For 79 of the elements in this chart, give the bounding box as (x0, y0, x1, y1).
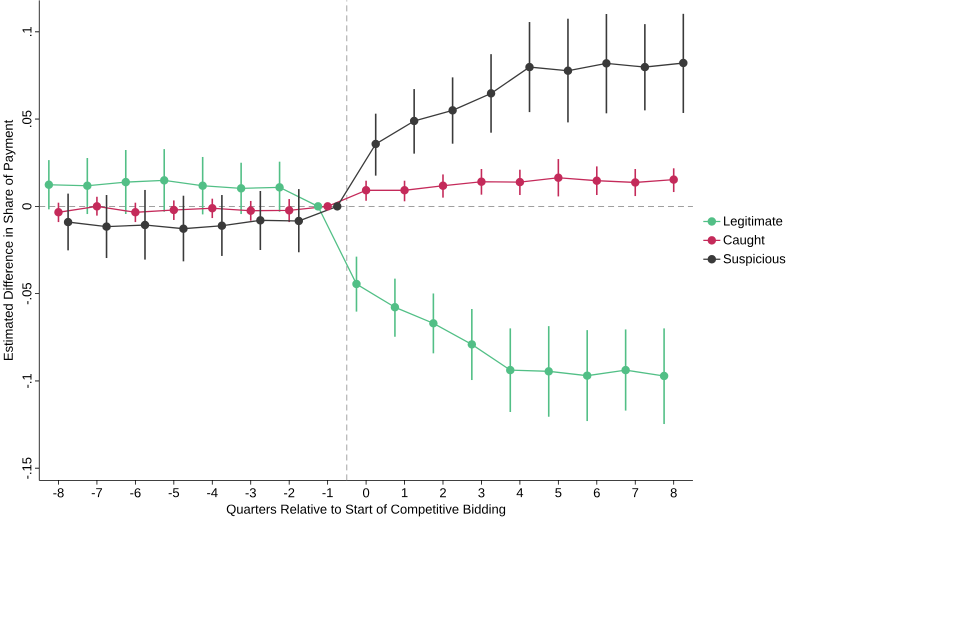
x-tick-label: 1 (402, 488, 408, 498)
point (429, 319, 438, 328)
x-tick-label: -1 (322, 488, 333, 498)
point (506, 366, 515, 375)
point (218, 222, 226, 230)
point (602, 59, 611, 68)
x-tick-label: -6 (130, 488, 141, 498)
point (314, 202, 322, 211)
point (83, 182, 92, 190)
x-tick-label: -2 (284, 488, 294, 498)
x-tick-label: 5 (555, 488, 562, 498)
y-tick-label: .1 (22, 27, 32, 36)
x-tick-label: 6 (594, 488, 600, 498)
point (582, 372, 592, 380)
legend-label: Suspicious (724, 254, 786, 266)
y-tick-label: .05 (22, 110, 32, 128)
x-tick-label: 0 (362, 488, 370, 498)
point (410, 116, 418, 126)
point (669, 176, 678, 184)
x-tick-label: 7 (632, 488, 638, 498)
point (256, 216, 265, 225)
point (102, 222, 111, 232)
point (448, 106, 457, 115)
x-tick-label: 8 (670, 488, 677, 498)
point (400, 186, 409, 195)
legend-label: Legitimate (724, 216, 782, 228)
point (679, 59, 688, 68)
point (54, 208, 63, 217)
legend-label: Caught (724, 235, 765, 248)
point (438, 182, 448, 190)
point (92, 202, 102, 211)
point (170, 206, 178, 214)
point (477, 178, 486, 186)
y-tick-label: 0 (22, 203, 32, 210)
point (486, 89, 496, 98)
point (352, 280, 361, 288)
point (554, 174, 563, 182)
point (179, 224, 188, 234)
point (660, 372, 668, 380)
point (131, 208, 140, 217)
point (564, 66, 572, 76)
point (516, 178, 524, 187)
point (246, 206, 255, 216)
point (592, 176, 602, 186)
point (640, 63, 650, 72)
point (362, 186, 370, 195)
point (323, 202, 332, 211)
point (631, 178, 640, 187)
point (333, 202, 342, 211)
point (236, 184, 246, 193)
point (160, 176, 168, 185)
point (468, 340, 476, 349)
x-tick-label: -3 (246, 488, 256, 498)
point (208, 204, 217, 213)
point (371, 140, 380, 149)
x-tick-label: 4 (516, 488, 524, 498)
point (122, 178, 130, 187)
x-tick-label: -4 (207, 488, 218, 498)
x-axis-title: Quarters Relative to Start of Competitive Bidding (226, 504, 506, 517)
point (621, 366, 630, 375)
point (198, 182, 207, 190)
x-tick-label: -8 (53, 488, 64, 498)
point (44, 180, 54, 190)
y-axis-title: Estimated Difference in Share of Payment (3, 120, 16, 360)
x-tick-label: -7 (92, 488, 102, 498)
y-tick-label: -.15 (22, 458, 32, 480)
point (64, 218, 72, 227)
y-tick-label: -.05 (22, 283, 32, 304)
y-tick-label: -.1 (22, 374, 32, 388)
point (390, 303, 400, 312)
point (284, 206, 294, 215)
point (294, 217, 304, 226)
point (275, 183, 284, 192)
point (140, 221, 150, 230)
x-tick-label: 2 (440, 488, 446, 498)
x-tick-label: -5 (168, 488, 180, 498)
x-tick-label: 3 (478, 488, 484, 498)
point (544, 367, 553, 376)
point (525, 63, 534, 72)
